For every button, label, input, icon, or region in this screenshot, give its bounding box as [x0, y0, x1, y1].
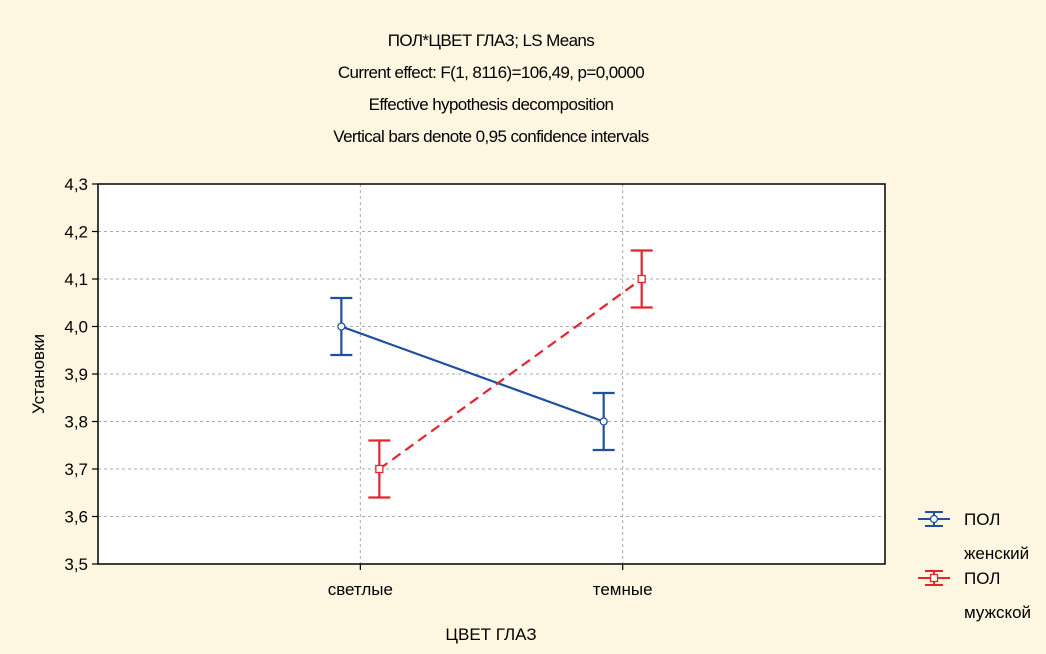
x-axis-label: ЦВЕТ ГЛАЗ: [445, 625, 536, 644]
series-line: [340, 325, 605, 423]
data-point: [599, 417, 608, 426]
chart-title-line: Effective hypothesis decomposition: [369, 95, 614, 114]
legend-item-2: ПОЛ мужской: [918, 569, 1031, 622]
grid-lines: [98, 184, 885, 564]
series-line: [378, 278, 643, 470]
y-tick-label: 4,2: [64, 223, 88, 242]
legend-label-line1: ПОЛ: [964, 569, 1000, 588]
legend-label-line2: мужской: [964, 603, 1031, 622]
series-1: [330, 296, 615, 452]
y-tick-label: 3,9: [64, 365, 88, 384]
y-tick-label: 3,6: [64, 508, 88, 527]
legend-marker: [929, 514, 939, 524]
y-axis-label: Установки: [29, 334, 48, 414]
y-tick-label: 4,3: [64, 175, 88, 194]
legend-item-1: ПОЛ женский: [918, 510, 1029, 563]
data-point: [637, 274, 646, 284]
y-axis: 3,5 3,6 3,7 3,8 3,9 4,0 4,1 4,2 4,3: [64, 175, 98, 574]
series-2: [368, 249, 653, 499]
y-tick-label: 4,0: [64, 318, 88, 337]
legend-marker: [929, 573, 939, 583]
y-tick-label: 3,5: [64, 555, 88, 574]
y-tick-label: 3,7: [64, 460, 88, 479]
series-layer: [330, 249, 653, 499]
legend-label-line2: женский: [964, 544, 1029, 563]
legend-label-line1: ПОЛ: [964, 510, 1000, 529]
data-point: [337, 322, 346, 331]
x-axis: светлые темные: [328, 564, 653, 599]
data-point: [375, 464, 384, 474]
chart-title-line: Vertical bars denote 0,95 confidence int…: [333, 127, 649, 146]
chart-title-line: ПОЛ*ЦВЕТ ГЛАЗ; LS Means: [388, 31, 594, 50]
x-tick-label: светлые: [328, 580, 393, 599]
chart-title-line: Current effect: F(1, 8116)=106,49, p=0,0…: [338, 63, 644, 82]
y-tick-label: 4,1: [64, 270, 88, 289]
chart-title-block: ПОЛ*ЦВЕТ ГЛАЗ; LS Means Current effect: F…: [333, 31, 649, 146]
y-tick-label: 3,8: [64, 413, 88, 432]
x-tick-label: темные: [593, 580, 653, 599]
legend: ПОЛ женский ПОЛ мужской: [918, 510, 1031, 622]
